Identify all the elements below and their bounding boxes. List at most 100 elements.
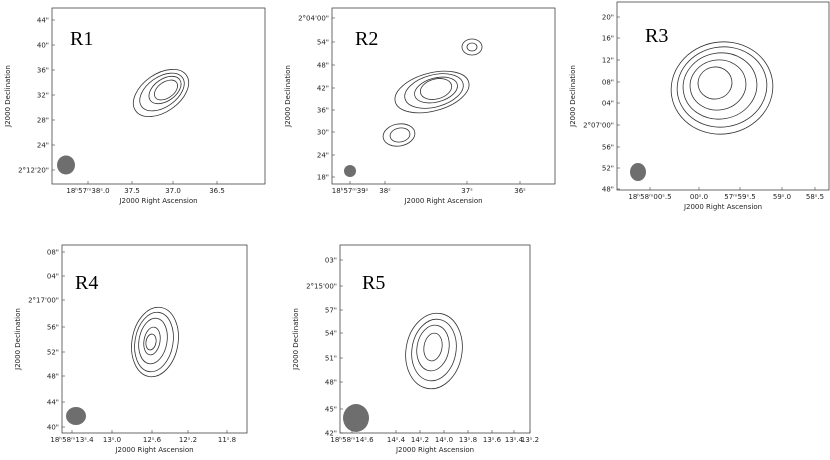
beam [66, 407, 86, 425]
x-axis-title: J2000 Right Ascension [114, 446, 193, 454]
x-tick-label: 13ˢ.4 [505, 436, 524, 444]
x-axis-title: J2000 Right Ascension [683, 203, 762, 211]
contour [466, 42, 478, 52]
y-tick-label: 44" [37, 17, 49, 25]
x-tick-label: 13ˢ.8 [459, 436, 477, 444]
plot-frame [616, 1, 830, 191]
y-tick-label: 30" [317, 129, 329, 137]
y-tick-label: 45" [325, 406, 337, 414]
y-tick-label: 28" [37, 117, 49, 125]
y-tick-label: 48" [47, 373, 59, 381]
y-tick-label: 42" [325, 430, 337, 438]
x-tick-label: 18ʰ57ᵐ38ˢ.0 [66, 187, 109, 195]
panel-label: R3 [645, 25, 668, 47]
y-axis-title: J2000 Declination [14, 308, 22, 371]
plot-frame [51, 7, 266, 185]
contour [682, 52, 758, 120]
y-tick-label: 42" [317, 85, 329, 93]
y-tick-label: 12" [602, 57, 614, 65]
y-tick-label: 40" [47, 424, 59, 432]
y-tick-label: 2°04'00" [298, 15, 329, 23]
contour [676, 46, 768, 128]
panel-label: R2 [355, 28, 378, 50]
y-tick-label: 04" [602, 100, 614, 108]
contour [382, 123, 416, 147]
x-tick-label: 13ˢ.2 [521, 436, 539, 444]
x-tick-label: 11ˢ.8 [218, 436, 236, 444]
y-tick-label: 56" [47, 324, 59, 332]
y-tick-label: 48" [602, 186, 614, 194]
beam [344, 165, 356, 177]
contour [148, 75, 182, 105]
y-tick-label: 54" [317, 39, 329, 47]
x-axis-title: J2000 Right Ascension [395, 446, 474, 454]
x-tick-label: 37.5 [124, 187, 140, 195]
x-tick-label: 37ˢ [461, 187, 473, 195]
contour [405, 312, 463, 390]
y-axis-title: J2000 Declination [4, 65, 12, 128]
y-tick-label: 36" [317, 107, 329, 115]
x-axis-title: J2000 Right Ascension [403, 197, 482, 205]
plot-frame [331, 7, 556, 185]
y-tick-label: 2°07'00" [583, 122, 614, 130]
y-tick-label: 51" [325, 355, 337, 363]
x-tick-label: 58ˢ.5 [806, 193, 824, 201]
x-tick-label: 14ˢ.2 [411, 436, 429, 444]
y-tick-label: 52" [47, 349, 59, 357]
y-tick-label: 20" [602, 14, 614, 22]
y-tick-label: 48" [325, 379, 337, 387]
x-tick-label: 12ˢ.6 [143, 436, 162, 444]
y-tick-label: 56" [602, 144, 614, 152]
y-tick-label: 40" [37, 42, 49, 50]
x-tick-label: 36.5 [209, 187, 225, 195]
y-tick-label: 36" [37, 67, 49, 75]
contour [389, 127, 411, 143]
contour [145, 333, 157, 351]
x-tick-label: 59ˢ.0 [773, 193, 791, 201]
y-tick-label: 18" [317, 174, 329, 182]
contour [154, 79, 178, 101]
x-tick-label: 18ʰ58ᵐ00ˢ.5 [628, 193, 671, 201]
contour [139, 72, 185, 112]
y-axis-title: J2000 Declination [292, 308, 300, 371]
y-tick-label: 24" [37, 142, 49, 150]
x-tick-label: 36ˢ [514, 187, 526, 195]
y-tick-label: 04" [47, 273, 59, 281]
contour [416, 324, 450, 372]
contour [394, 70, 470, 114]
y-tick-label: 08" [47, 249, 59, 257]
beam [343, 404, 369, 432]
y-tick-label: 48" [317, 62, 329, 70]
contour [132, 68, 190, 118]
x-tick-label: 18ʰ58ᵐ14ˢ.6 [330, 436, 374, 444]
contour [143, 326, 161, 356]
contour [411, 318, 457, 382]
x-tick-label: 00ˢ.0 [690, 193, 708, 201]
y-axis-title: J2000 Declination [284, 65, 292, 128]
y-tick-label: 16" [602, 35, 614, 43]
panel-label: R1 [70, 28, 93, 50]
panel-label: R4 [75, 272, 98, 294]
y-tick-label: 54" [325, 330, 337, 338]
y-tick-label: 2°17'00" [28, 297, 59, 305]
contour [461, 38, 483, 56]
y-tick-label: 57" [325, 307, 337, 315]
contour [138, 317, 168, 365]
y-tick-label: 24" [317, 152, 329, 160]
contour [131, 306, 179, 378]
map-panel: R4 08" 04" 2°17'00" 56" 52" 48" 44" 40" 18ʰ58ᵐ13ˢ… [14, 244, 248, 454]
plot-frame [339, 244, 531, 434]
plot-frame [61, 244, 248, 434]
map-panel: R3 20" 16" 12" 08" 04" 2°07'00" 56" 52" 48" 18ʰ58ᵐ… [569, 1, 830, 211]
contour [404, 73, 464, 109]
x-tick-label: 18ʰ57ᵐ39ˢ [332, 187, 369, 195]
panel-label: R5 [362, 272, 385, 294]
x-tick-label: 13ˢ.0 [103, 436, 121, 444]
map-panel: R5 03" 2°15'00" 57" 54" 51" 48" 45" 42"18ʰ58ᵐ14ˢ… [292, 244, 539, 454]
x-tick-label: 37.0 [165, 187, 181, 195]
map-panel: R2 2°04'00" 54" 48" 42" 36" 30" 24" 18"18ʰ57ᵐ39ˢ… [284, 7, 556, 205]
x-tick-label: 18ʰ58ᵐ13ˢ.4 [50, 436, 94, 444]
x-axis-title: J2000 Right Ascension [118, 197, 197, 205]
y-tick-label: 2°15'00" [306, 283, 337, 291]
